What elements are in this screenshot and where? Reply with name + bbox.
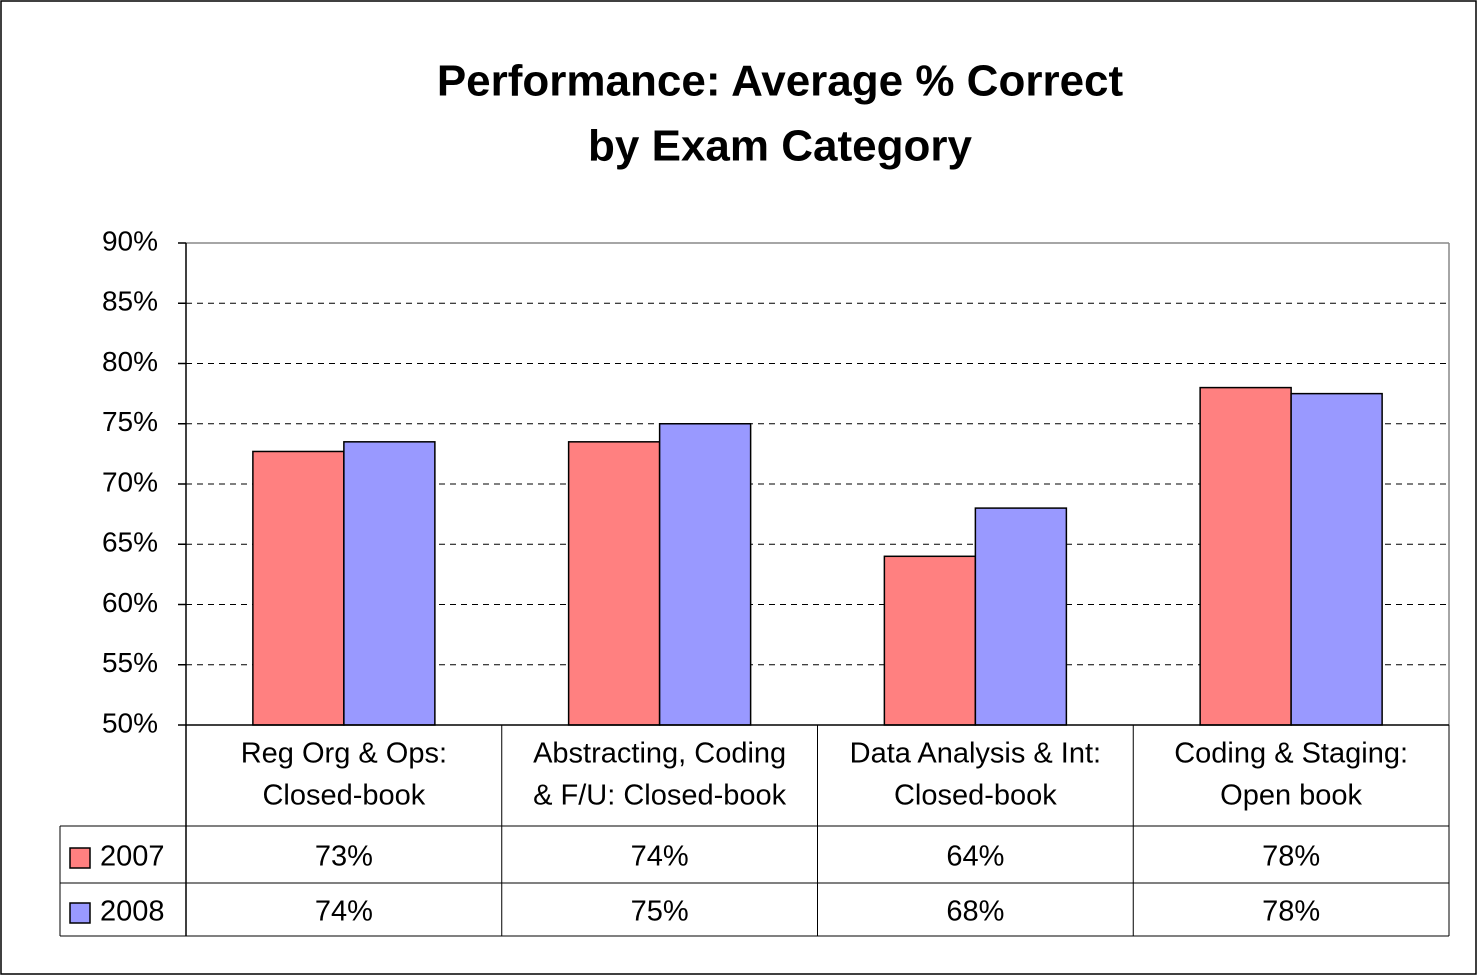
legend-label: 2008 [100,896,165,928]
table-value: 75% [631,896,689,928]
y-tick-label: 60% [102,587,158,618]
bar [567,441,661,726]
bar [658,423,752,726]
x-tick-label: Closed-book [262,780,425,812]
table-value: 73% [315,841,373,873]
table-value: 74% [631,841,689,873]
bar [1199,386,1292,726]
y-tick-label: 80% [102,346,158,377]
y-tick-label: 55% [102,647,158,678]
legend-label: 2007 [100,841,165,873]
table-value: 78% [1262,841,1320,873]
chart-title: by Exam Category [588,122,972,171]
y-tick-label: 90% [102,225,158,256]
y-tick-label: 75% [102,406,158,437]
y-tick-label: 65% [102,527,158,558]
y-tick-label: 85% [102,286,158,317]
x-tick-label: Closed-book [894,780,1057,812]
bar [1290,392,1383,726]
table-value: 74% [315,896,373,928]
x-tick-label: Abstracting, Coding [533,738,786,770]
legend-swatch [69,902,91,924]
x-tick-label: Open book [1220,780,1362,812]
legend-swatch [69,847,91,869]
y-tick-label: 70% [102,466,158,497]
bar [252,450,345,726]
x-tick-label: Reg Org & Ops: [241,738,447,770]
table-value: 68% [946,896,1004,928]
chart-title: Performance: Average % Correct [437,57,1124,106]
bar [883,555,977,726]
table-value: 78% [1262,896,1320,928]
x-tick-label: & F/U: Closed-book [533,780,787,812]
x-tick-label: Coding & Staging: [1174,738,1408,770]
table-value: 64% [946,841,1004,873]
bar [343,441,436,726]
x-tick-label: Data Analysis & Int: [850,738,1101,770]
y-tick-label: 50% [102,707,158,738]
bar [974,507,1068,726]
